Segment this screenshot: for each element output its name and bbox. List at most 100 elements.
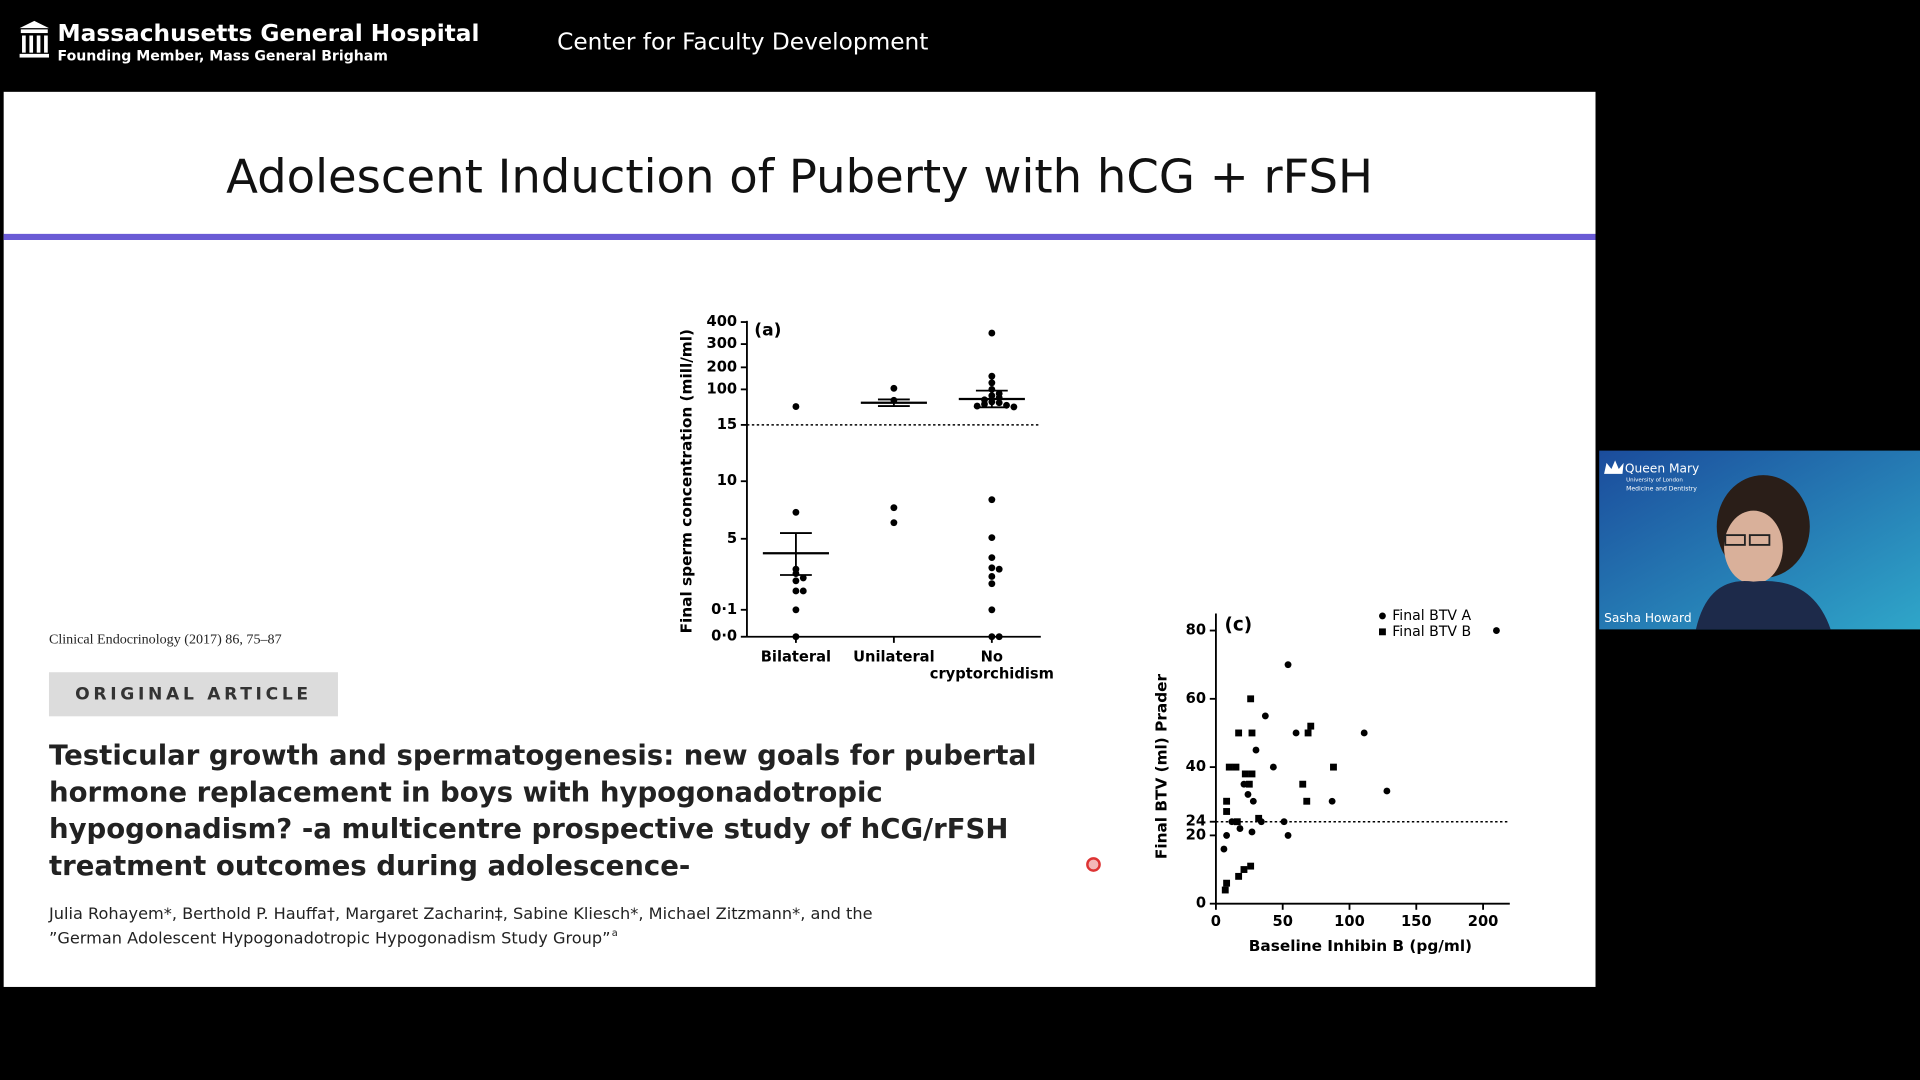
y-tick-label: 5 (727, 530, 737, 547)
x-tick-label: Bilateral (761, 649, 831, 666)
data-point (988, 372, 996, 380)
data-point (1304, 729, 1312, 737)
data-point (1241, 770, 1249, 778)
y-tick-label: 20 (1186, 826, 1206, 843)
data-point (1240, 866, 1248, 873)
data-point (1236, 825, 1244, 832)
participant-name: Sasha Howard (1604, 611, 1692, 625)
x-tick-label: 200 (1468, 913, 1499, 930)
article-title-line: hormone replacement in boys with hypogon… (49, 776, 883, 808)
cursor (1086, 857, 1101, 872)
data-point (988, 580, 996, 588)
data-point (1248, 770, 1256, 778)
data-point (973, 402, 981, 410)
org-name: Massachusetts General Hospital (58, 20, 480, 47)
data-point (988, 606, 996, 614)
slide-title: Adolescent Induction of Puberty with hCG… (226, 150, 1373, 204)
panel-label: (c) (1224, 615, 1252, 636)
y-tick-label: 200 (706, 358, 737, 375)
data-point (890, 504, 898, 512)
y-tick-label: 100 (706, 380, 737, 397)
y-tick-label: 40 (1186, 758, 1206, 775)
video-brand: Queen Mary (1625, 461, 1699, 475)
data-point (995, 565, 1003, 573)
x-tick-label: No cryptorchidism (930, 649, 1054, 683)
data-point (1383, 787, 1391, 795)
data-point (1228, 818, 1236, 826)
y-tick-label: 0·1 (711, 601, 737, 618)
data-point (1223, 879, 1231, 887)
data-point (981, 400, 988, 408)
article-title-line: hypogonadism? -a multicentre prospective… (49, 813, 1008, 845)
data-point (1232, 763, 1240, 771)
data-point (890, 519, 898, 527)
data-point (1255, 814, 1263, 822)
data-point (1245, 780, 1253, 788)
data-point (1235, 872, 1243, 880)
data-point (988, 633, 996, 641)
legend-label: Final BTV A (1392, 608, 1471, 624)
data-point (1010, 403, 1018, 411)
badge: ORIGINAL ARTICLE (75, 684, 312, 704)
data-point (1240, 780, 1248, 788)
data-point (890, 384, 898, 392)
data-point (1233, 818, 1241, 826)
y-tick-label: 80 (1186, 622, 1206, 639)
data-point (988, 379, 996, 387)
data-point (792, 403, 800, 410)
y-tick-label: 0·0 (711, 628, 737, 645)
data-point (1248, 729, 1256, 737)
data-point (1221, 886, 1229, 894)
data-point (1307, 722, 1315, 730)
data-point (1235, 729, 1243, 737)
data-point (1493, 627, 1500, 634)
y-tick-label: 24 (1186, 813, 1206, 830)
x-tick-label: 50 (1272, 913, 1292, 930)
participant-figure (1695, 475, 1831, 630)
data-point (1223, 808, 1231, 815)
y-tick-label: 0 (1196, 895, 1206, 912)
y-axis-label: Final sperm concentration (mill/ml) (677, 329, 695, 633)
data-point (1299, 780, 1307, 788)
video-brand-sub: University of London (1626, 478, 1683, 484)
slide (3, 91, 1596, 987)
data-point (1220, 845, 1228, 853)
data-point (1244, 790, 1252, 798)
x-tick-label: Unilateral (853, 649, 935, 666)
data-point (988, 564, 996, 572)
data-point (1330, 763, 1337, 771)
x-tick-label: 100 (1334, 913, 1365, 930)
x-axis-label: Baseline Inhibin B (pg/ml) (1249, 937, 1472, 955)
authors-superscript: a (612, 928, 618, 939)
org-subtitle: Founding Member, Mass General Brigham (58, 48, 388, 64)
data-point (988, 534, 996, 542)
video-brand-logo (1604, 460, 1624, 474)
data-point (792, 633, 800, 641)
badge-box (48, 672, 338, 717)
authors-line: Julia Rohayem*, Berthold P. Hauffa†, Mar… (48, 904, 873, 923)
data-point (792, 508, 800, 516)
data-point (1284, 661, 1292, 669)
data-point (1247, 695, 1255, 703)
y-tick-label: 10 (717, 472, 737, 489)
y-tick-label: 15 (717, 416, 737, 433)
data-point (1252, 746, 1260, 754)
data-point (995, 399, 1003, 407)
x-tick-label: 150 (1401, 913, 1432, 930)
data-point (988, 554, 996, 562)
data-point (988, 496, 996, 504)
data-point (1223, 831, 1231, 839)
data-point (988, 329, 996, 337)
panel-label: (a) (754, 321, 781, 341)
data-point (799, 587, 807, 595)
data-point (1360, 729, 1368, 737)
data-point (1280, 818, 1288, 826)
data-point (792, 606, 800, 614)
article-title-line: treatment outcomes during adolescence- (49, 850, 690, 882)
center-name: Center for Faculty Development (557, 28, 928, 55)
data-point (1223, 797, 1231, 805)
data-point (1225, 763, 1233, 771)
citation: Clinical Endocrinology (2017) 86, 75–87 (49, 632, 282, 648)
